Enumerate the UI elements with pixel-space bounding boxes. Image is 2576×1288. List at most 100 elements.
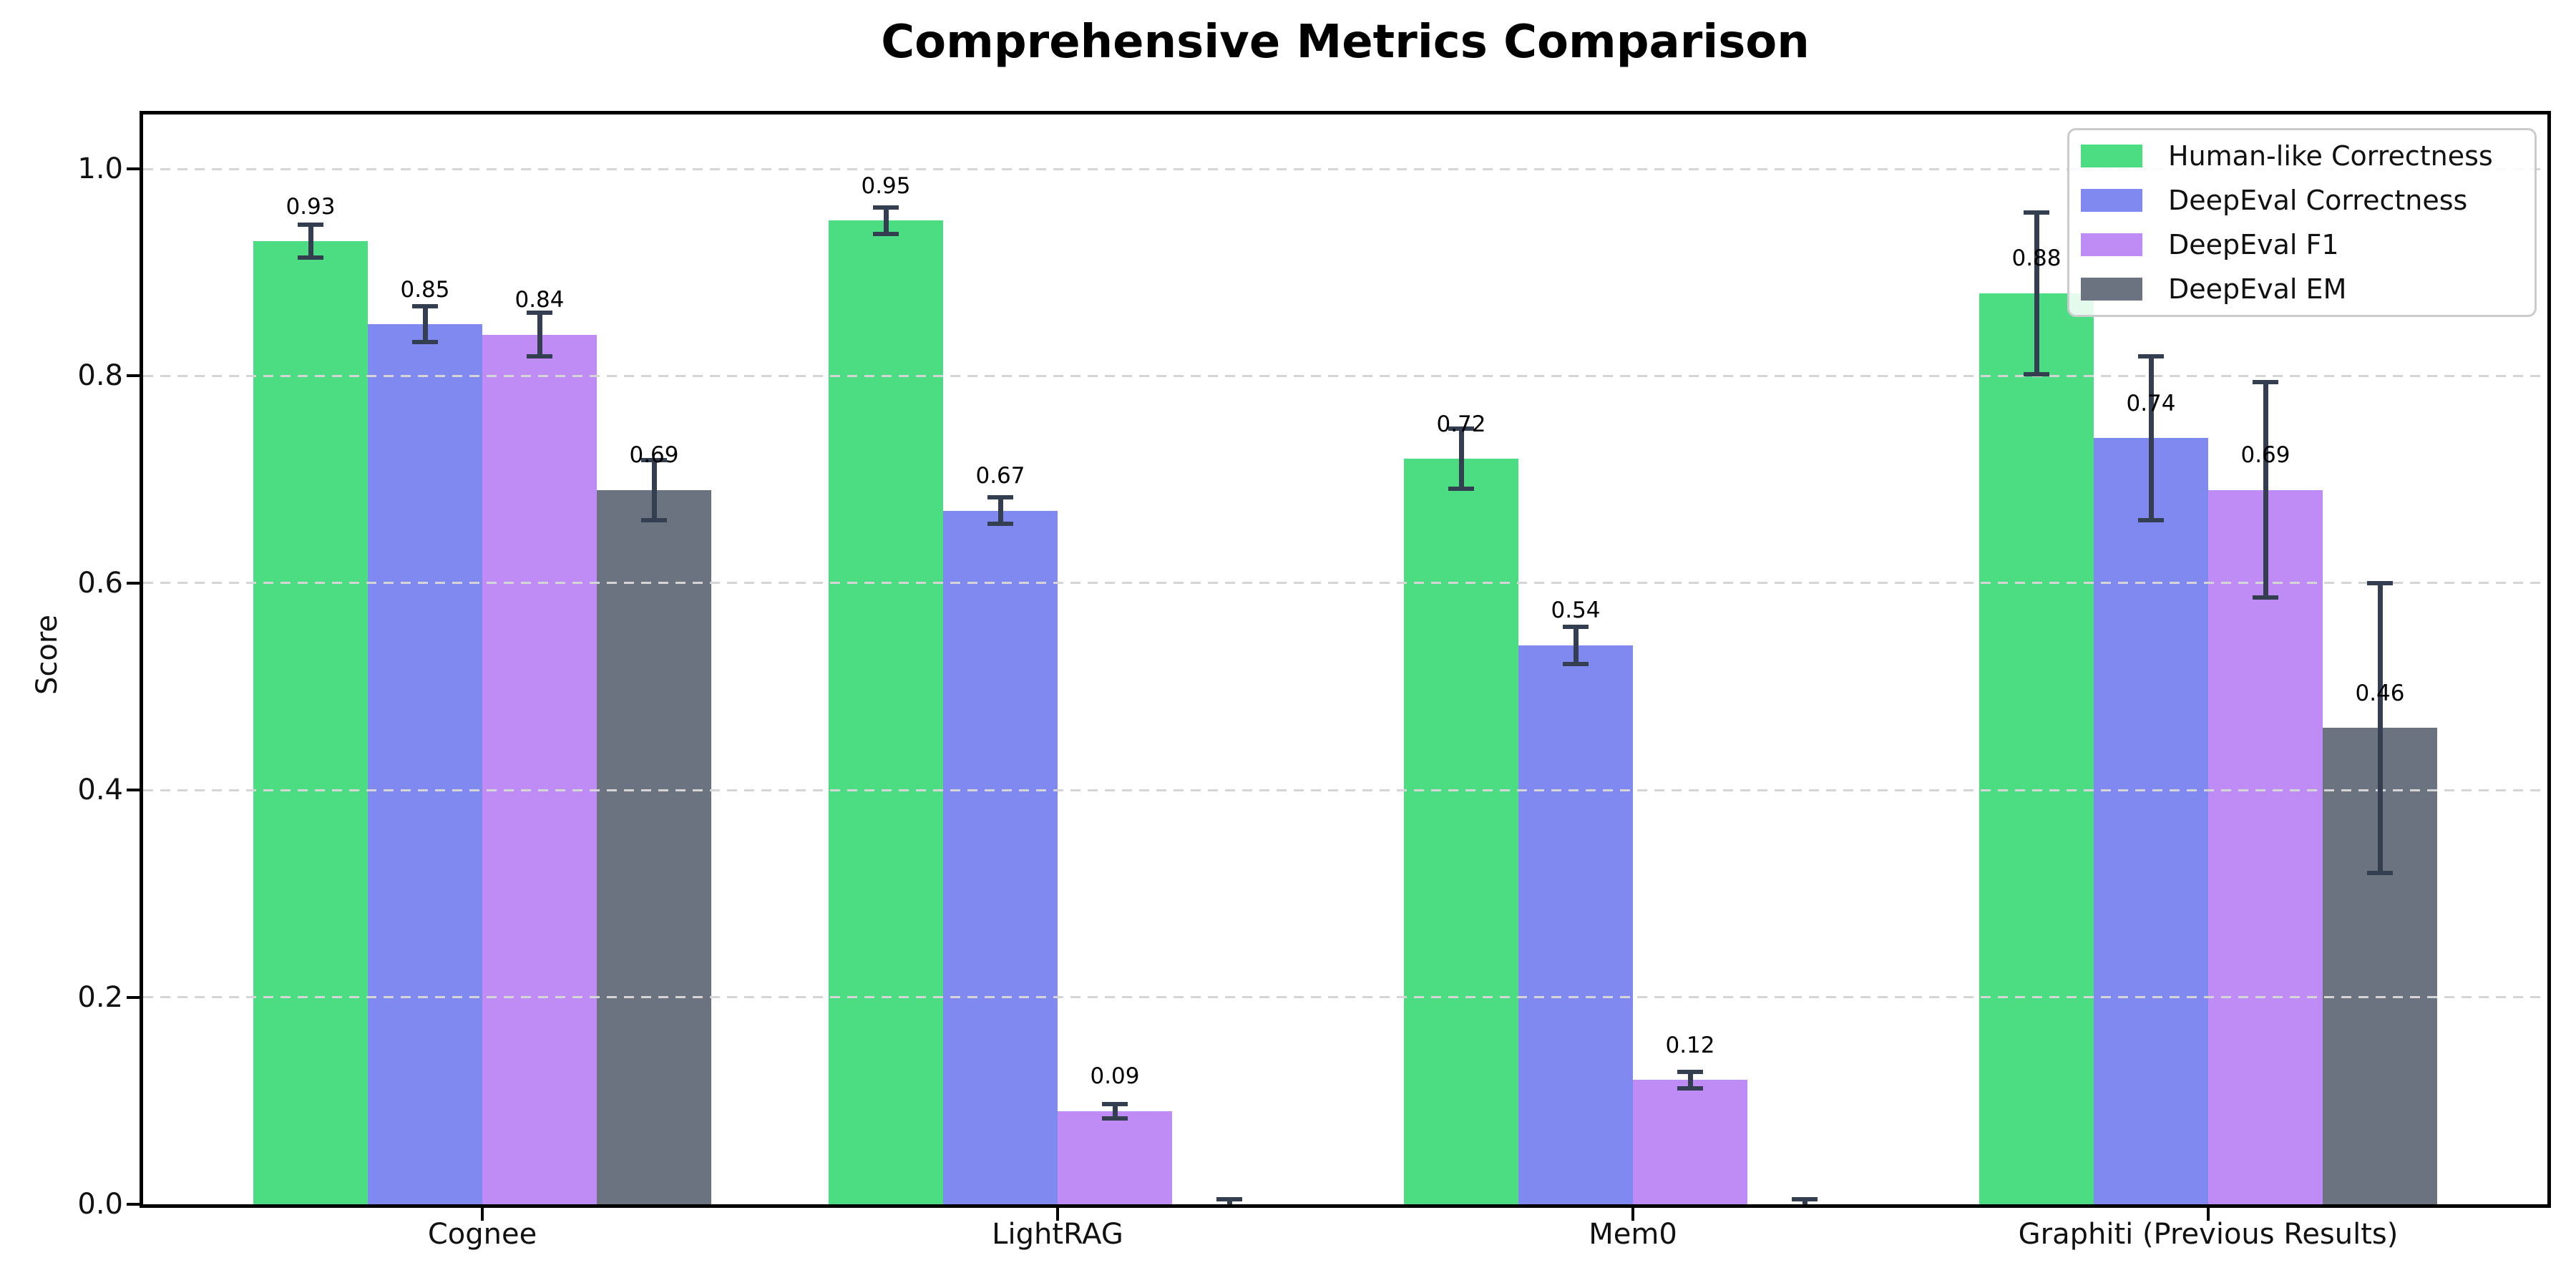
error-bar-cap: [1677, 1085, 1703, 1091]
bar-value-label: 0.67: [975, 463, 1025, 489]
bar-value-label: 0.69: [629, 442, 679, 469]
bar: [1404, 459, 1518, 1204]
error-bar-cap: [412, 339, 438, 344]
legend: Human-like Correctness DeepEval Correctne…: [2067, 128, 2537, 317]
error-bar-cap: [2024, 371, 2049, 376]
error-bar: [2148, 356, 2154, 520]
error-bar-cap: [2367, 580, 2393, 585]
error-bar: [1112, 1103, 1118, 1118]
error-bar-cap: [2253, 380, 2278, 385]
chart-title: Comprehensive Metrics Comparison: [881, 16, 1810, 69]
error-bar-cap: [1792, 1196, 1818, 1201]
gridline: [143, 582, 2547, 585]
error-bar: [1458, 429, 1464, 489]
error-bar-cap: [641, 517, 667, 522]
x-tick-label: Graphiti (Previous Results): [2018, 1218, 2399, 1251]
error-bar-cap: [1563, 661, 1589, 666]
error-bar-cap: [1563, 624, 1589, 629]
bar-value-label: 0.85: [400, 276, 450, 303]
bar-value-label: 0.84: [514, 287, 565, 313]
bar: [368, 324, 482, 1204]
legend-item-label: DeepEval EM: [2168, 273, 2347, 305]
y-tick-label: 0.4: [77, 774, 123, 807]
error-bar: [422, 306, 428, 342]
error-bar-cap: [987, 522, 1013, 527]
bar-value-label: 0.72: [1436, 411, 1486, 437]
y-tick: [127, 789, 140, 792]
gridline: [143, 789, 2547, 791]
x-tick-label: LightRAG: [992, 1218, 1123, 1251]
error-bar-cap: [298, 223, 323, 228]
y-tick: [127, 167, 140, 170]
legend-swatch: [2081, 189, 2142, 212]
bar: [1058, 1111, 1172, 1204]
error-bar: [2034, 212, 2039, 374]
error-bar: [1226, 1199, 1232, 1204]
bar: [829, 220, 943, 1204]
legend-swatch: [2081, 233, 2142, 256]
error-bar: [997, 497, 1003, 525]
bar-value-label: 0.46: [2355, 680, 2405, 706]
error-bar: [2377, 582, 2383, 873]
bar: [482, 334, 597, 1204]
y-tick: [127, 1203, 140, 1206]
y-axis-label: Score: [31, 614, 64, 696]
error-bar-cap: [1448, 487, 1474, 492]
bar-value-label: 0.12: [1665, 1032, 1715, 1058]
x-tick: [1631, 1208, 1634, 1221]
error-bar-cap: [2024, 210, 2049, 215]
legend-item: DeepEval EM: [2069, 267, 2534, 311]
legend-item: Human-like Correctness: [2069, 134, 2534, 178]
error-bar: [883, 207, 889, 235]
y-tick-label: 0.8: [77, 359, 123, 393]
bar: [1518, 645, 1633, 1204]
error-bar: [1802, 1199, 1807, 1204]
error-bar-cap: [298, 255, 323, 260]
error-bar-cap: [2138, 353, 2164, 358]
legend-swatch: [2081, 278, 2142, 301]
bar-value-label: 0.74: [2126, 390, 2176, 416]
bar: [1979, 293, 2094, 1204]
error-bar: [651, 459, 657, 520]
bar-value-label: 0.54: [1551, 597, 1601, 624]
gridline: [143, 167, 2547, 170]
y-tick-label: 0.6: [77, 566, 123, 600]
error-bar: [308, 225, 313, 258]
y-tick-label: 0.2: [77, 980, 123, 1014]
error-bar-cap: [1102, 1101, 1128, 1106]
error-bar-cap: [987, 494, 1013, 499]
error-bar-cap: [1216, 1196, 1242, 1201]
y-tick: [127, 995, 140, 999]
bar: [253, 241, 368, 1204]
gridline: [143, 996, 2547, 999]
error-bar-cap: [1102, 1116, 1128, 1121]
bar-value-label: 0.69: [2240, 442, 2290, 469]
y-tick-label: 1.0: [77, 152, 123, 185]
error-bar-cap: [873, 232, 899, 237]
x-tick: [2207, 1208, 2210, 1221]
y-tick: [127, 374, 140, 378]
bar: [1633, 1080, 1747, 1204]
legend-item-label: DeepEval Correctness: [2168, 185, 2468, 216]
error-bar-cap: [1677, 1069, 1703, 1074]
legend-swatch: [2081, 145, 2142, 167]
y-tick: [127, 581, 140, 585]
error-bar: [1687, 1071, 1693, 1088]
error-bar-cap: [641, 457, 667, 462]
error-bar: [2263, 382, 2268, 598]
bar: [597, 489, 711, 1204]
bar: [943, 510, 1058, 1204]
x-tick-label: Mem0: [1589, 1218, 1677, 1251]
error-bar-cap: [527, 353, 552, 358]
x-tick: [481, 1208, 484, 1221]
x-tick: [1056, 1208, 1059, 1221]
error-bar-cap: [2138, 517, 2164, 522]
error-bar-cap: [412, 304, 438, 309]
error-bar-cap: [527, 311, 552, 316]
bar: [2208, 489, 2323, 1204]
y-tick-label: 0.0: [77, 1188, 123, 1221]
legend-item: DeepEval F1: [2069, 223, 2534, 267]
x-tick-label: Cognee: [427, 1218, 537, 1251]
legend-item-label: Human-like Correctness: [2168, 140, 2493, 172]
